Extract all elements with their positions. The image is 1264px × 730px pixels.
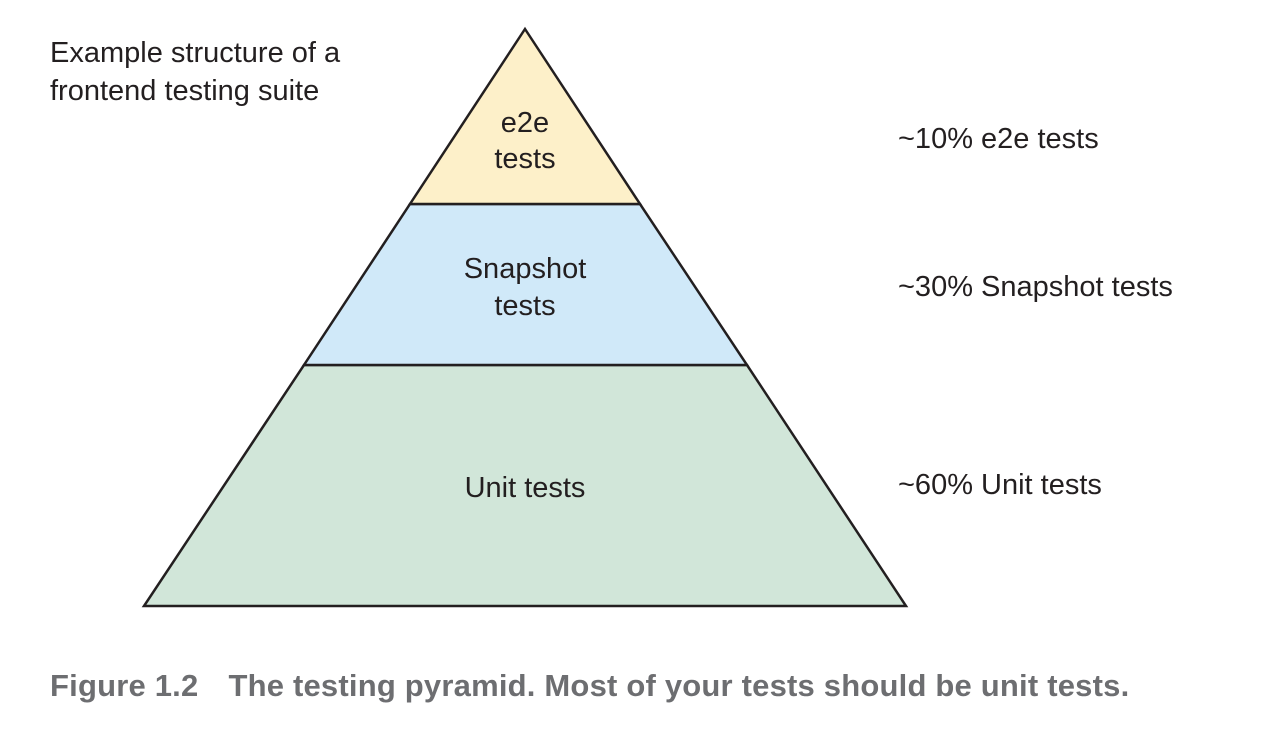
figure-caption: Figure 1.2 The testing pyramid. Most of y… <box>50 668 1129 704</box>
figure-caption-text: The testing pyramid. Most of your tests … <box>228 668 1130 703</box>
e2e-proportion-label: ~10% e2e tests <box>898 123 1099 155</box>
intro-note: Example structure of a frontend testing … <box>50 34 340 110</box>
intro-note-line2: frontend testing suite <box>50 75 320 107</box>
e2e-tier-label-line1: e2e <box>501 107 549 139</box>
unit-proportion-label: ~60% Unit tests <box>898 469 1102 501</box>
snapshot-tier-label-line1: Snapshot <box>464 253 587 285</box>
e2e-tier-label-line2: tests <box>494 143 555 175</box>
snapshot-tier-label-line2: tests <box>494 290 555 322</box>
pyramid-tier-e2e <box>407 26 643 206</box>
figure-number: Figure 1.2 <box>50 668 199 703</box>
unit-tier-label: Unit tests <box>465 472 586 504</box>
snapshot-proportion-label: ~30% Snapshot tests <box>898 271 1173 303</box>
intro-note-line1: Example structure of a <box>50 37 341 69</box>
